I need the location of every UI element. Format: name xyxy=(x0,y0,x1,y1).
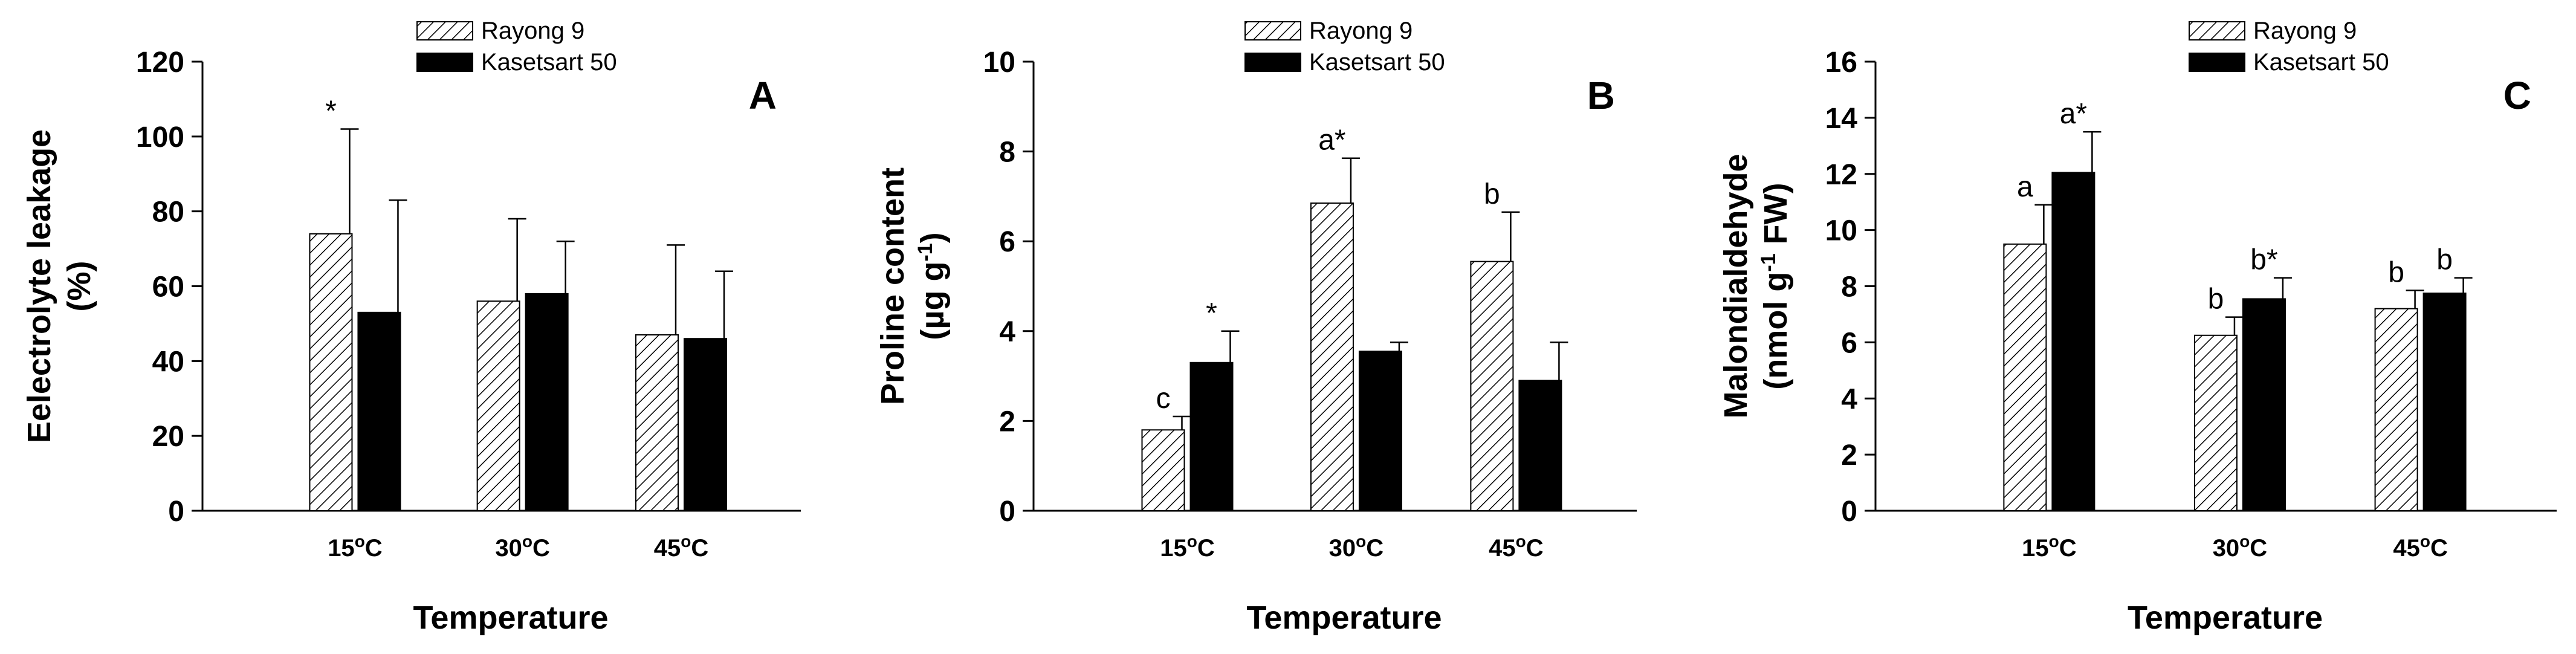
significance-label: b xyxy=(2388,256,2404,288)
y-axis-title-line-1: Eelectrolyte leakage xyxy=(21,129,57,443)
x-tick-label: 15oC xyxy=(1160,532,1215,562)
y-tick-label: 12 xyxy=(1825,159,1857,191)
y-tick-label: 6 xyxy=(1841,327,1857,359)
y-tick-label: 2 xyxy=(999,406,1015,438)
legend-label: Rayong 9 xyxy=(481,18,584,44)
y-tick-label: 10 xyxy=(983,47,1015,79)
significance-label: * xyxy=(1206,297,1217,329)
y-tick-label: 0 xyxy=(1841,496,1857,528)
chart-panel-c: 0 2 4 6 8 10 12 14 16 Malondialdehyde (nmol g-1 FW… xyxy=(1718,18,2557,636)
y-axis-title: Malondialdehyde (nmol g-1 FW) xyxy=(1718,154,1794,418)
bar-rayong-9-30c xyxy=(2193,334,2238,511)
bar-kasetsart-50-30c xyxy=(2242,298,2286,511)
y-tick-label: 16 xyxy=(1825,47,1857,79)
x-tick-label: 45oC xyxy=(1489,532,1544,562)
significance-label: * xyxy=(325,95,337,127)
y-tick-label: 100 xyxy=(136,121,184,154)
y-tick-label: 60 xyxy=(152,271,184,303)
bar-kasetsart-50-45c xyxy=(684,338,727,512)
legend-swatch-kasetsart-50 xyxy=(416,53,473,72)
significance-label: a* xyxy=(1318,125,1345,157)
x-tick-label: 30oC xyxy=(1329,532,1384,562)
y-tick-label: 8 xyxy=(1841,271,1857,303)
chart-panel-b: 0 2 4 6 8 10 Proline content (µg g-1) Temperatur… xyxy=(875,18,1637,636)
bar-kasetsart-50-15c xyxy=(2051,172,2095,512)
y-axis-title: Proline content (µg g-1) xyxy=(875,167,951,405)
significance-label: a xyxy=(2017,171,2033,203)
legend: Rayong 9 Kasetsart 50 xyxy=(2189,18,2389,76)
bar-rayong-9-45c xyxy=(635,334,679,511)
legend-swatch-rayong-9 xyxy=(2189,21,2245,40)
y-tick-label: 6 xyxy=(999,226,1015,258)
x-axis-title: Temperature xyxy=(1246,600,1442,636)
y-tick-label: 80 xyxy=(152,196,184,228)
significance-label: c xyxy=(1156,383,1170,415)
x-axis-title: Temperature xyxy=(413,600,608,636)
bar-rayong-9-15c xyxy=(309,233,353,511)
legend: Rayong 9 Kasetsart 50 xyxy=(416,18,617,76)
legend-swatch-rayong-9 xyxy=(1244,21,1301,40)
y-axis-title-line-1: Malondialdehyde xyxy=(1718,154,1754,418)
x-tick-label: 15oC xyxy=(328,532,383,562)
legend-label: Kasetsart 50 xyxy=(1309,49,1445,76)
significance-label: b xyxy=(2208,283,2224,316)
y-tick-label: 4 xyxy=(1841,383,1857,415)
y-axis-title-line-2: (µg g-1) xyxy=(914,232,951,340)
y-tick-label: 40 xyxy=(152,346,184,378)
bar-kasetsart-50-30c xyxy=(1358,351,1402,511)
bar-rayong-9-15c xyxy=(2003,243,2047,511)
chart-panel-a: 0 20 40 60 80 100 120 Eelectrolyte leakage (%) Te… xyxy=(21,18,801,636)
bar-kasetsart-50-30c xyxy=(525,293,569,511)
bar-kasetsart-50-45c xyxy=(2422,293,2467,511)
y-tick-label: 2 xyxy=(1841,439,1857,471)
y-tick-label: 0 xyxy=(168,496,184,528)
y-tick-label: 120 xyxy=(136,47,184,79)
y-axis-title-line-2: (%) xyxy=(61,261,97,312)
y-axis-title-line-1: Proline content xyxy=(875,167,911,405)
significance-label: b xyxy=(1484,178,1500,210)
bar-rayong-9-30c xyxy=(1310,202,1354,511)
legend-label: Kasetsart 50 xyxy=(2253,49,2389,76)
y-tick-label: 8 xyxy=(999,137,1015,169)
x-tick-label: 45oC xyxy=(2393,532,2448,562)
legend-label: Rayong 9 xyxy=(1309,18,1413,44)
x-tick-label: 30oC xyxy=(2213,532,2268,562)
panel-label: C xyxy=(2503,74,2531,117)
legend-label: Rayong 9 xyxy=(2253,18,2357,44)
bar-kasetsart-50-45c xyxy=(1518,380,1562,512)
y-axis-title: Eelectrolyte leakage (%) xyxy=(21,129,97,443)
y-tick-label: 0 xyxy=(999,496,1015,528)
significance-label: a* xyxy=(2060,98,2087,130)
x-tick-label: 30oC xyxy=(495,532,550,562)
significance-label: b* xyxy=(2250,244,2277,276)
x-tick-label: 45oC xyxy=(654,532,709,562)
legend-swatch-kasetsart-50 xyxy=(1244,53,1301,72)
x-axis-title: Temperature xyxy=(2128,600,2323,636)
bar-rayong-9-15c xyxy=(1141,429,1185,512)
bar-kasetsart-50-15c xyxy=(1189,361,1234,511)
legend: Rayong 9 Kasetsart 50 xyxy=(1244,18,1445,76)
panel-label: A xyxy=(749,74,777,117)
bar-rayong-9-30c xyxy=(476,300,520,511)
y-tick-label: 20 xyxy=(152,421,184,453)
bar-rayong-9-45c xyxy=(1470,261,1514,511)
y-tick-label: 4 xyxy=(999,316,1015,348)
legend-label: Kasetsart 50 xyxy=(481,49,617,76)
y-axis-title-line-2: (nmol g-1 FW) xyxy=(1757,183,1794,389)
legend-swatch-rayong-9 xyxy=(416,21,473,40)
significance-label: b xyxy=(2436,244,2453,276)
legend-swatch-kasetsart-50 xyxy=(2189,53,2245,72)
x-tick-label: 15oC xyxy=(2022,532,2077,562)
y-tick-label: 14 xyxy=(1825,103,1858,135)
panel-label: B xyxy=(1587,74,1615,117)
y-tick-label: 10 xyxy=(1825,215,1857,247)
bar-kasetsart-50-15c xyxy=(357,311,401,511)
bar-rayong-9-45c xyxy=(2374,308,2418,511)
